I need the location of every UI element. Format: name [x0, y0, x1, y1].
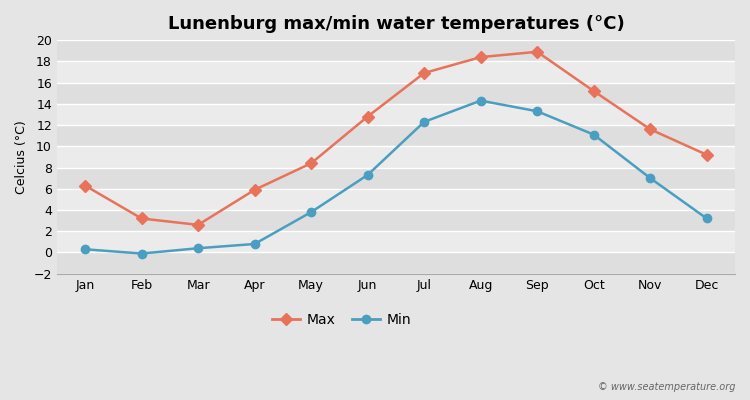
Title: Lunenburg max/min water temperatures (°C): Lunenburg max/min water temperatures (°C… — [167, 15, 624, 33]
Bar — [57, 252, 735, 274]
Min — [646, 176, 655, 180]
Bar — [57, 104, 735, 125]
Max — [646, 127, 655, 132]
Min — [590, 132, 598, 137]
Min — [307, 210, 316, 214]
Min — [194, 246, 202, 251]
Min — [80, 247, 89, 252]
Max — [590, 89, 598, 94]
Min — [363, 172, 372, 177]
Bar — [57, 189, 735, 210]
Min — [702, 216, 711, 221]
Line: Max: Max — [81, 48, 711, 229]
Line: Min: Min — [81, 96, 711, 258]
Max — [420, 71, 429, 76]
Text: © www.seatemperature.org: © www.seatemperature.org — [598, 382, 735, 392]
Max — [250, 188, 259, 192]
Y-axis label: Celcius (°C): Celcius (°C) — [15, 120, 28, 194]
Min — [250, 242, 259, 246]
Bar — [57, 40, 735, 61]
Bar — [57, 82, 735, 104]
Max — [532, 49, 542, 54]
Max — [307, 161, 316, 166]
Min — [137, 251, 146, 256]
Bar — [57, 210, 735, 231]
Min — [476, 98, 485, 103]
Max — [363, 114, 372, 119]
Bar — [57, 125, 735, 146]
Max — [137, 216, 146, 221]
Max — [476, 55, 485, 60]
Bar — [57, 61, 735, 82]
Bar — [57, 231, 735, 252]
Legend: Max, Min: Max, Min — [266, 307, 417, 332]
Bar — [57, 168, 735, 189]
Min — [420, 120, 429, 124]
Max — [702, 152, 711, 157]
Bar — [57, 146, 735, 168]
Max — [80, 183, 89, 188]
Min — [532, 109, 542, 114]
Max — [194, 222, 202, 227]
